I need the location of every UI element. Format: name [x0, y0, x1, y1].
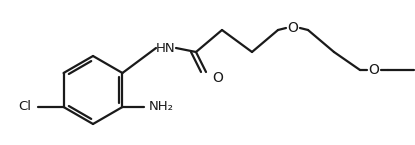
Text: Cl: Cl — [19, 100, 32, 114]
Text: NH₂: NH₂ — [149, 100, 173, 114]
Text: O: O — [288, 21, 298, 35]
Text: HN: HN — [156, 41, 176, 55]
Text: O: O — [212, 71, 223, 85]
Text: O: O — [369, 63, 379, 77]
